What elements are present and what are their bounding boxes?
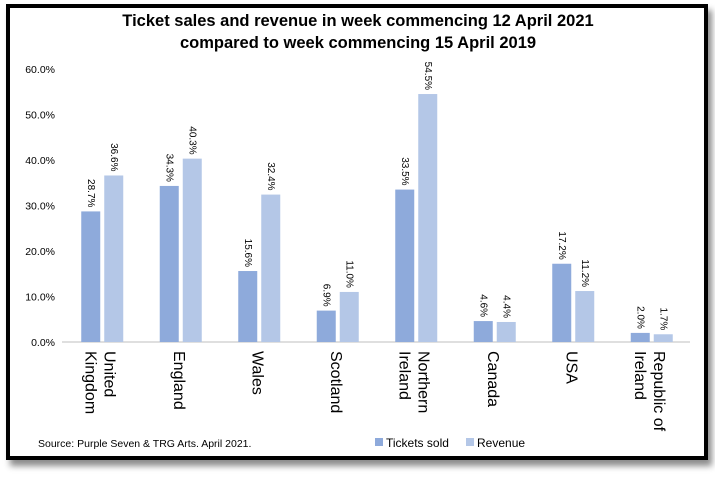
bar-tickets — [630, 332, 650, 342]
data-label: 36.6% — [108, 143, 119, 171]
y-tick-label: 30.0% — [25, 201, 55, 213]
category-label: Wales — [248, 351, 265, 395]
legend-swatch-tickets — [375, 438, 383, 446]
category-label: Kingdom — [81, 351, 98, 414]
category-label: Northern — [414, 351, 431, 413]
data-label: 4.6% — [477, 294, 488, 317]
bar-revenue — [575, 291, 595, 342]
category-label: England — [170, 351, 187, 410]
data-label: 1.7% — [657, 307, 668, 330]
bar-revenue — [261, 194, 281, 342]
data-label: 28.7% — [85, 179, 96, 207]
bar-tickets — [159, 185, 179, 342]
bar-revenue — [496, 321, 516, 342]
y-tick-label: 20.0% — [25, 246, 55, 258]
data-label: 11.2% — [579, 259, 590, 287]
data-label: 4.4% — [500, 295, 511, 318]
y-tick-label: 40.0% — [25, 155, 55, 167]
bar-tickets — [473, 321, 493, 342]
data-label: 33.5% — [399, 157, 410, 185]
source-note: Source: Purple Seven & TRG Arts. April 2… — [38, 438, 251, 450]
data-label: 17.2% — [556, 231, 567, 259]
category-label: Canada — [484, 351, 501, 407]
bar-tickets — [238, 271, 258, 342]
data-label: 40.3% — [186, 126, 197, 154]
data-label: 54.5% — [422, 62, 433, 90]
legend: Tickets sold Revenue — [375, 436, 525, 450]
category-label: Ireland — [395, 351, 412, 400]
bar-revenue — [339, 291, 359, 342]
data-label: 15.6% — [242, 239, 253, 267]
y-tick-label: 50.0% — [25, 110, 55, 122]
category-label: Scotland — [327, 351, 344, 413]
data-label: 6.9% — [320, 284, 331, 307]
category-label: United — [100, 351, 117, 397]
data-label: 2.0% — [634, 306, 645, 329]
bar-revenue — [418, 94, 438, 343]
y-tick-label: 0.0% — [31, 337, 55, 349]
bar-revenue — [104, 175, 124, 342]
legend-swatch-revenue — [466, 438, 474, 446]
data-label: 11.0% — [343, 260, 354, 288]
category-label: Ireland — [631, 351, 648, 400]
category-label: USA — [562, 351, 579, 384]
data-label: 34.3% — [163, 154, 174, 182]
bar-tickets — [395, 189, 415, 342]
bar-tickets — [552, 263, 572, 342]
legend-label-tickets: Tickets sold — [386, 436, 449, 450]
y-tick-label: 60.0% — [25, 64, 55, 76]
data-label: 32.4% — [265, 162, 276, 190]
bar-tickets — [81, 211, 101, 342]
category-label: Republic of — [650, 351, 667, 432]
bar-revenue — [182, 158, 202, 342]
chart-title-line-2: compared to week commencing 15 April 201… — [180, 34, 536, 52]
bar-revenue — [653, 334, 673, 342]
bar-tickets — [316, 310, 336, 342]
chart-title-line-1: Ticket sales and revenue in week commenc… — [122, 12, 593, 30]
y-tick-label: 10.0% — [25, 292, 55, 304]
legend-label-revenue: Revenue — [477, 436, 525, 450]
